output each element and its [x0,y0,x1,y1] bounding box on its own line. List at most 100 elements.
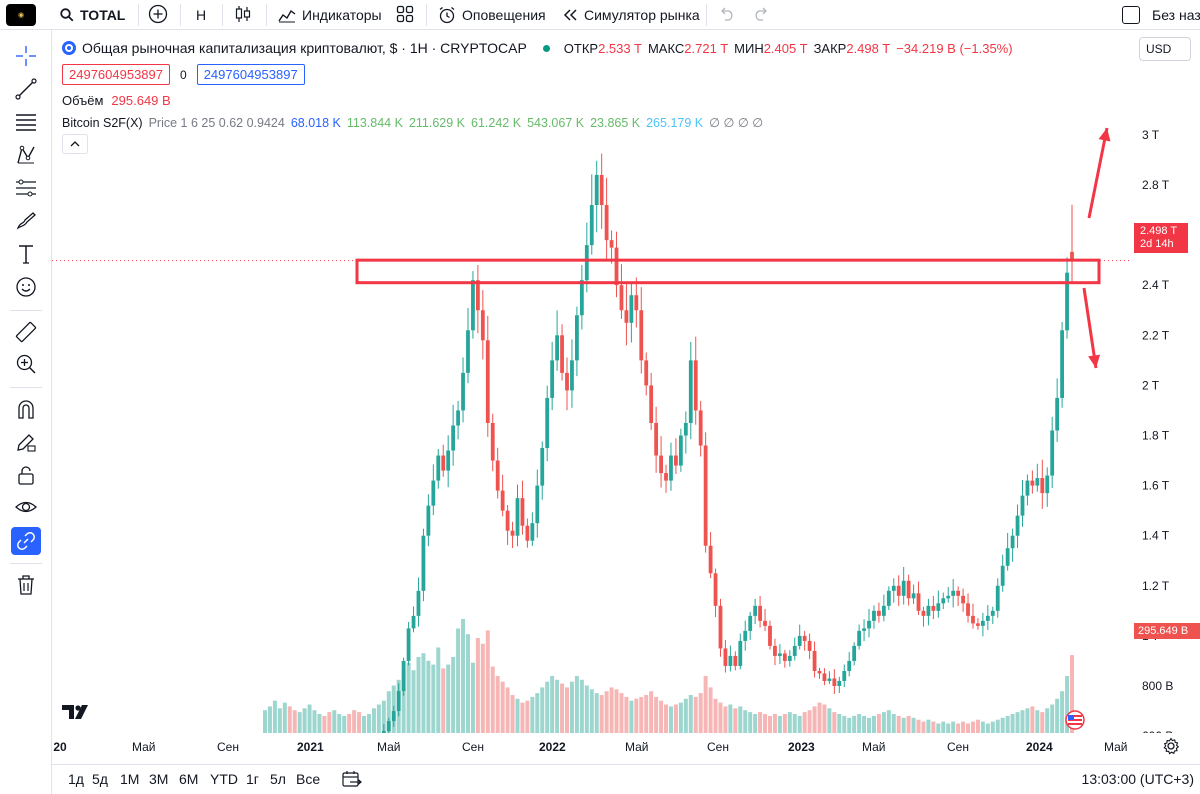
economic-event-marker[interactable] [1062,709,1088,731]
undo-icon [718,7,736,24]
volume-bar [302,708,307,733]
candle-body [436,455,441,481]
volume-bar [673,704,678,733]
candle-body [1065,272,1069,331]
redo-button[interactable] [752,0,770,30]
high-value: 2.721 T [684,40,729,56]
volume-bar [713,698,718,733]
zoom-tool[interactable] [11,350,41,378]
price-chart[interactable]: 3 T2.8 T2.6 T2.4 T2.2 T2 T1.8 T1.6 T1.4 … [52,30,1200,764]
horizontal-lines-tool[interactable] [11,108,41,136]
undo-button[interactable] [718,0,736,30]
tv-logo-icon [62,705,88,719]
magnet-tool[interactable] [11,395,41,423]
range-button[interactable]: 5д [92,771,108,787]
replay-button[interactable]: Симулятор рынка [562,0,700,30]
templates-button[interactable] [396,0,414,30]
volume-bar [832,712,837,733]
buy-price-badge[interactable]: 2497604953897 [196,64,305,85]
unlock-tool[interactable] [11,461,41,489]
volume-bar [807,710,812,733]
tradingview-logo[interactable] [62,703,94,726]
arrow-down-shaft [1082,287,1098,369]
volume-bar [362,715,367,733]
range-button[interactable]: 3М [149,771,169,787]
volume-bar [470,662,475,733]
replay-label: Симулятор рынка [584,7,700,23]
visibility-tool[interactable] [11,493,41,521]
chart-title[interactable]: Общая рыночная капитализация криптовалют… [82,40,527,56]
indicators-button[interactable]: Индикаторы [278,0,382,30]
date-range-button[interactable] [342,770,362,791]
candle-body [743,630,748,641]
magnet-icon [18,400,34,419]
candle-body [857,630,862,646]
candle-body [693,360,698,411]
currency-select[interactable]: USD [1139,37,1191,61]
clock-display[interactable]: 13:03:00 (UTC+3) [1081,771,1194,787]
volume-bar [847,717,852,733]
range-button[interactable]: 5л [270,771,286,787]
candle-body [842,670,847,681]
x-tick-label: 20 [53,740,67,754]
pattern-tool[interactable] [11,141,41,169]
arrow-up-head [1098,128,1111,142]
trend-line-tool[interactable] [11,75,41,103]
candle-body [565,372,569,391]
sell-price-badge[interactable]: 2497604953897 [62,64,170,85]
candle-body [609,240,614,248]
candle-body [471,280,475,331]
text-tool[interactable] [11,240,41,268]
candle-body [505,510,510,531]
range-button[interactable]: Все [296,771,321,787]
fib-tool[interactable] [11,174,41,202]
crosshair-tool[interactable] [11,42,41,70]
volume-bar [916,719,921,733]
low-label: МИН [734,40,764,56]
compare-button[interactable] [148,0,168,30]
volume-bar [574,676,579,733]
candle-body [500,490,505,511]
candle-body [619,285,624,311]
candle-body [629,295,634,323]
chart-pane[interactable]: 3 T2.8 T2.6 T2.4 T2.2 T2 T1.8 T1.6 T1.4 … [52,30,1200,764]
ruler-tool[interactable] [11,318,41,346]
candle-body [916,593,921,611]
range-button[interactable]: YTD [210,771,238,787]
collapse-legend-button[interactable] [62,134,88,154]
candle-body [426,505,431,536]
x-tick-label: Май [377,740,401,754]
range-button[interactable]: 6М [179,771,199,787]
range-button[interactable]: 1г [246,771,259,787]
candle-body [926,605,931,616]
volume-bar [565,687,570,733]
volume-bar [881,712,886,733]
brush-tool[interactable] [11,207,41,235]
candle-body [441,455,446,471]
volume-bar [272,700,277,733]
sync-drawings-tool[interactable] [11,527,41,555]
interval-button[interactable]: Н [196,7,207,23]
avatar[interactable]: ◉ [6,4,36,26]
range-button[interactable]: 1д [68,771,84,787]
chart-type-button[interactable] [234,0,252,30]
volume-bar [609,687,614,733]
logo-avatar[interactable]: ◉ [6,0,36,30]
remove-drawings-tool[interactable] [11,571,41,599]
emoji-tool[interactable] [11,273,41,301]
y-tick-label: 1.8 T [1142,429,1170,443]
volume-bar [569,681,574,733]
lock-drawing-tool[interactable] [11,428,41,456]
layout-button[interactable]: Без наз [1122,0,1200,30]
symbol-search[interactable]: TOTAL [60,0,125,30]
axis-settings-button[interactable] [1162,737,1180,755]
alerts-button[interactable]: Оповещения [438,0,546,30]
range-button[interactable]: 1М [120,771,140,787]
volume-bar [857,714,862,733]
candle-body [520,498,525,526]
candle-body [639,310,644,361]
s2f-value: 265.179 K [646,115,704,130]
candle-body [792,645,797,656]
candle-body [980,620,985,626]
x-tick-label: Сен [217,740,239,754]
